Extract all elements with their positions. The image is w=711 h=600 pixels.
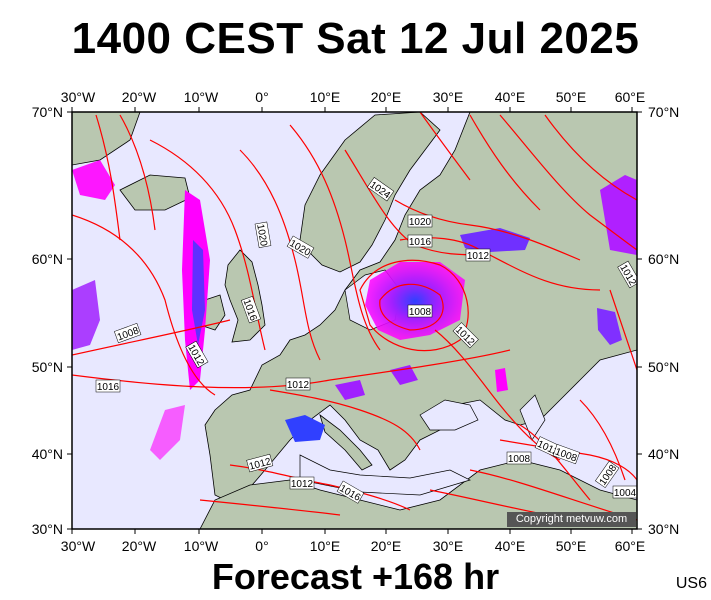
svg-text:1020: 1020 [409, 217, 432, 228]
isobar-label: 1020 [407, 214, 433, 228]
lon-labels-top: 30°W 20°W 10°W 0° 10°E 20°E 30°E 40°E 50… [61, 89, 645, 105]
svg-text:1020: 1020 [254, 223, 269, 247]
lon-labels-bottom: 30°W 20°W 10°W 0° 10°E 20°E 30°E 40°E 50… [61, 538, 645, 554]
lon-label: 30°E [433, 538, 464, 554]
lat-label: 40°N [32, 446, 63, 462]
lon-label: 20°E [371, 538, 402, 554]
lat-labels-left: 70°N 60°N 50°N 40°N 30°N [32, 104, 63, 537]
lon-label: 50°E [556, 89, 587, 105]
lon-label: 10°E [310, 89, 341, 105]
map-title: 1400 CEST Sat 12 Jul 2025 [71, 14, 640, 63]
forecast-label: Forecast +168 hr [211, 556, 500, 597]
lon-label: 30°W [61, 538, 96, 554]
lon-label: 0° [255, 89, 268, 105]
svg-text:1012: 1012 [467, 251, 490, 262]
isobar-label: 1020 [254, 221, 272, 248]
isobar-label: 1008 [407, 304, 433, 318]
lat-labels-right: 70°N 60°N 50°N 40°N 30°N [648, 104, 679, 537]
lon-label: 40°E [495, 538, 526, 554]
isobar-label: 1012 [289, 476, 315, 490]
lat-label: 30°N [32, 521, 63, 537]
svg-text:1016: 1016 [97, 382, 120, 393]
lon-label: 50°E [556, 538, 587, 554]
map-frame [71, 111, 638, 530]
isobar-label: 1016 [407, 234, 433, 248]
lon-label: 40°E [495, 89, 526, 105]
lat-label: 40°N [648, 446, 679, 462]
axis-ticks [67, 107, 642, 534]
lat-label: 50°N [32, 359, 63, 375]
svg-text:1012: 1012 [291, 479, 314, 490]
lon-label: 60°E [615, 89, 646, 105]
lat-label: 30°N [648, 521, 679, 537]
lon-label: 0° [255, 538, 268, 554]
isobar-label: 1008 [506, 451, 532, 465]
lat-label: 50°N [648, 359, 679, 375]
lon-label: 10°W [184, 89, 219, 105]
svg-text:1008: 1008 [508, 454, 531, 465]
lat-label: 70°N [32, 104, 63, 120]
svg-text:1012: 1012 [287, 380, 310, 391]
svg-text:1008: 1008 [409, 307, 432, 318]
lat-label: 60°N [648, 251, 679, 267]
lat-label: 70°N [648, 104, 679, 120]
isobar-label: 1004 [612, 485, 637, 499]
lon-label: 60°E [615, 538, 646, 554]
lon-label: 20°W [122, 538, 157, 554]
isobar-label: 1012 [465, 248, 491, 262]
lat-label: 60°N [32, 251, 63, 267]
lon-label: 20°W [122, 89, 157, 105]
isobar-label: 1012 [285, 377, 311, 391]
precipitation [72, 160, 637, 460]
svg-text:1016: 1016 [409, 237, 432, 248]
lon-label: 10°W [184, 538, 219, 554]
isobar-label: 1016 [95, 379, 121, 393]
lon-label: 10°E [310, 538, 341, 554]
lon-label: 30°E [433, 89, 464, 105]
copyright-badge: Copyright metvuw.com [507, 512, 636, 527]
svg-text:1004: 1004 [614, 488, 637, 499]
lon-label: 30°W [61, 89, 96, 105]
lon-label: 20°E [371, 89, 402, 105]
model-label: US6 [675, 575, 707, 592]
